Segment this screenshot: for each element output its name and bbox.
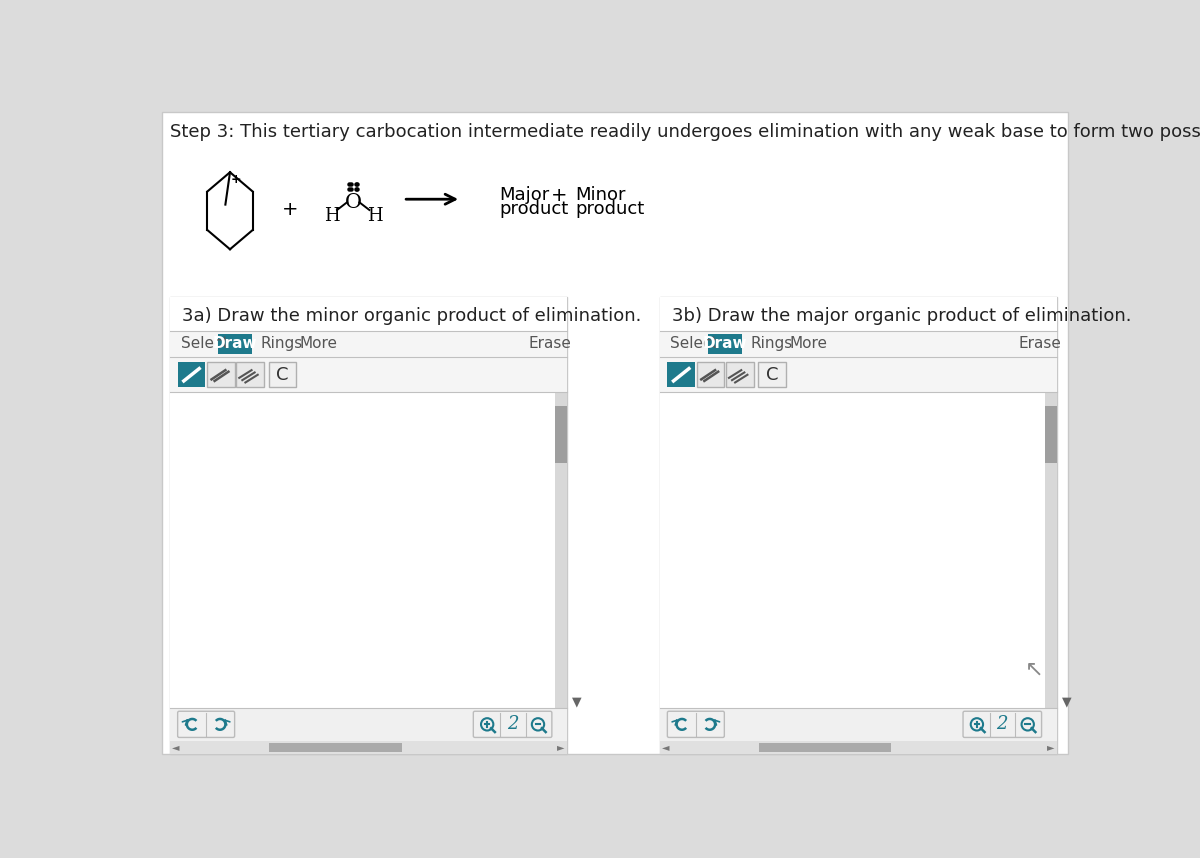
FancyBboxPatch shape (170, 357, 568, 392)
Text: H: H (367, 207, 383, 225)
Text: Erase: Erase (529, 336, 571, 352)
Text: Select: Select (181, 336, 228, 352)
FancyBboxPatch shape (269, 362, 296, 387)
Text: More: More (790, 336, 827, 352)
Text: C: C (766, 366, 779, 384)
Text: +: + (551, 186, 568, 205)
FancyBboxPatch shape (554, 392, 568, 708)
FancyBboxPatch shape (667, 711, 725, 737)
FancyBboxPatch shape (964, 711, 1042, 737)
FancyBboxPatch shape (660, 708, 1057, 740)
FancyBboxPatch shape (697, 362, 725, 387)
FancyBboxPatch shape (758, 743, 892, 752)
Text: H: H (324, 207, 340, 225)
FancyBboxPatch shape (758, 362, 786, 387)
Text: product: product (499, 200, 569, 218)
FancyBboxPatch shape (170, 331, 568, 357)
FancyBboxPatch shape (708, 334, 742, 354)
FancyBboxPatch shape (1045, 392, 1057, 708)
Text: 2: 2 (506, 716, 518, 734)
Text: ◄: ◄ (662, 742, 670, 752)
Text: 3a) Draw the minor organic product of elimination.: 3a) Draw the minor organic product of el… (182, 307, 642, 325)
Text: ▼: ▼ (1062, 696, 1072, 709)
FancyBboxPatch shape (269, 743, 402, 752)
Text: Rings: Rings (750, 336, 793, 352)
Text: Erase: Erase (1019, 336, 1061, 352)
FancyBboxPatch shape (236, 362, 264, 387)
FancyBboxPatch shape (660, 297, 1057, 754)
FancyBboxPatch shape (170, 708, 568, 740)
FancyBboxPatch shape (1045, 407, 1057, 463)
FancyBboxPatch shape (660, 331, 1057, 357)
Text: +: + (282, 200, 299, 219)
FancyBboxPatch shape (170, 297, 568, 331)
Text: Step 3: This tertiary carbocation intermediate readily undergoes elimination wit: Step 3: This tertiary carbocation interm… (170, 123, 1200, 141)
Text: Select: Select (671, 336, 718, 352)
Text: C: C (276, 366, 289, 384)
Text: ◄: ◄ (173, 742, 180, 752)
FancyBboxPatch shape (660, 357, 1057, 392)
Text: Major: Major (499, 186, 550, 204)
Text: +: + (230, 173, 241, 186)
FancyBboxPatch shape (170, 297, 568, 754)
FancyBboxPatch shape (726, 362, 754, 387)
FancyBboxPatch shape (660, 297, 1057, 331)
Text: Rings: Rings (260, 336, 304, 352)
FancyBboxPatch shape (473, 711, 552, 737)
FancyBboxPatch shape (162, 112, 1068, 754)
FancyBboxPatch shape (170, 740, 568, 754)
FancyBboxPatch shape (178, 711, 235, 737)
FancyBboxPatch shape (660, 392, 1045, 708)
FancyBboxPatch shape (554, 407, 568, 463)
Text: O: O (344, 193, 361, 212)
Text: ▼: ▼ (572, 696, 582, 709)
Text: Draw: Draw (703, 336, 748, 352)
Text: 3b) Draw the major organic product of elimination.: 3b) Draw the major organic product of el… (672, 307, 1132, 325)
Text: ↖: ↖ (1025, 660, 1043, 680)
Text: Minor: Minor (575, 186, 625, 204)
FancyBboxPatch shape (218, 334, 252, 354)
FancyBboxPatch shape (170, 392, 554, 708)
Text: 2: 2 (996, 716, 1008, 734)
Text: ►: ► (1048, 742, 1055, 752)
FancyBboxPatch shape (206, 362, 235, 387)
Text: More: More (299, 336, 337, 352)
FancyBboxPatch shape (667, 362, 695, 387)
FancyBboxPatch shape (660, 740, 1057, 754)
Text: Draw: Draw (214, 336, 258, 352)
FancyBboxPatch shape (178, 362, 205, 387)
Text: product: product (575, 200, 644, 218)
Text: ►: ► (557, 742, 565, 752)
